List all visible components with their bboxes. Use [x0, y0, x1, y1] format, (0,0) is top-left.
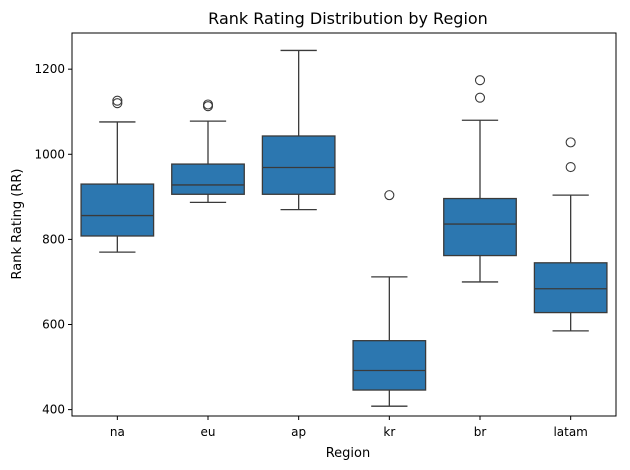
x-tick-label: na: [110, 425, 125, 439]
plot-frame: [71, 32, 617, 417]
outlier-point: [202, 99, 214, 110]
x-tick-label: br: [474, 425, 487, 439]
outlier-point: [112, 98, 123, 109]
x-tick-label: eu: [201, 425, 216, 439]
y-tick-label: 1000: [34, 147, 65, 161]
x-tick-label: ap: [291, 425, 306, 439]
y-tick-label: 800: [42, 232, 65, 246]
x-tick-label: latam: [553, 425, 587, 439]
box-latam: [533, 262, 608, 314]
box-eu: [171, 163, 245, 195]
outlier-point: [565, 162, 576, 173]
y-tick-label: 1200: [34, 62, 65, 76]
plot-area: 400 600 800 1000 1200 na eu ap kr br latam: [34, 32, 617, 439]
box-na: [80, 183, 155, 237]
chart-title: Rank Rating Distribution by Region: [208, 9, 488, 28]
y-axis-label: Rank Rating (RR): [10, 169, 25, 280]
y-tick-label: 400: [42, 403, 65, 417]
outlier-point: [565, 137, 576, 148]
box-br: [443, 197, 517, 257]
outlier-point: [474, 92, 486, 103]
y-tick-label: 600: [42, 318, 65, 332]
outlier-point: [112, 95, 123, 106]
outlier-point: [474, 75, 486, 86]
box-kr: [352, 340, 427, 391]
outlier-point: [384, 190, 395, 201]
x-tick-label: kr: [383, 425, 395, 439]
x-axis-label: Region: [326, 446, 371, 461]
box-ap: [261, 135, 336, 195]
